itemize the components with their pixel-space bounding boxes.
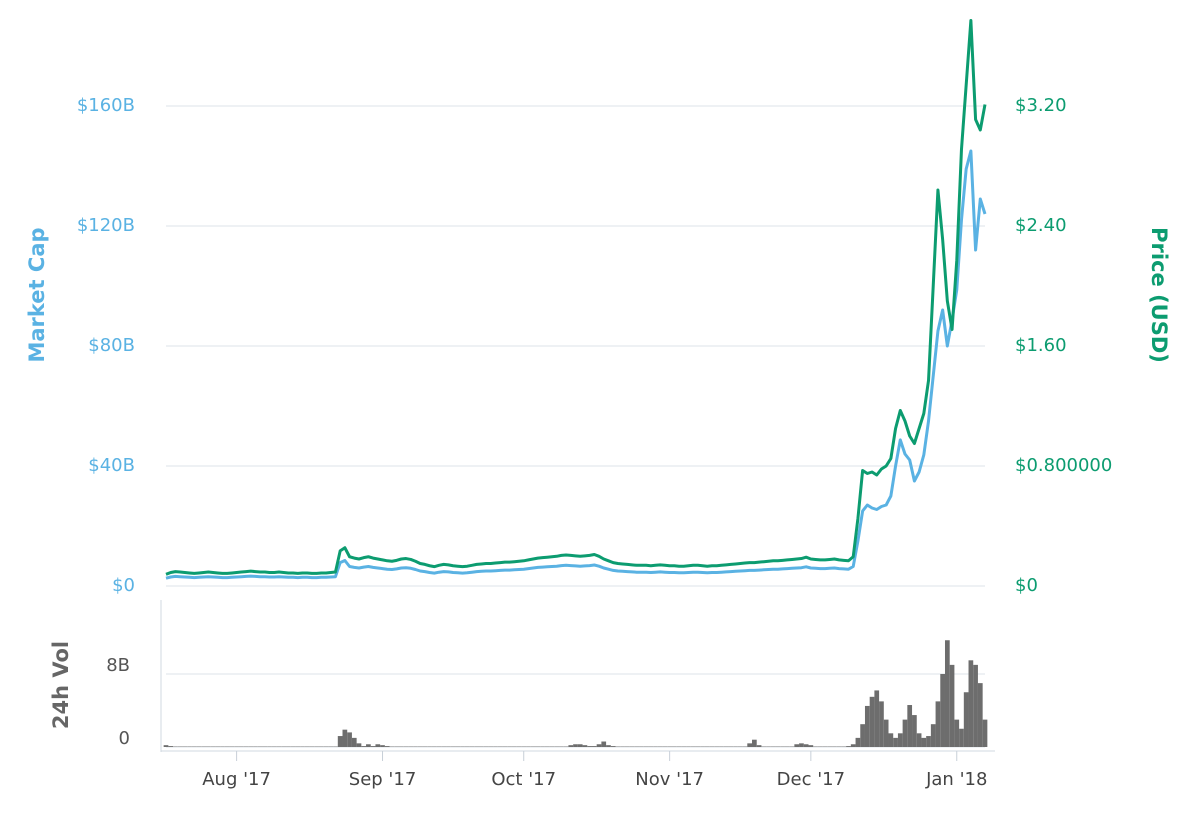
volume-bar [601,741,607,747]
volume-bar [356,743,362,747]
volume-bar [874,690,880,747]
y2-tick-label: $0 [1015,575,1038,596]
volume-bar [794,744,800,747]
series-line [165,19,987,576]
volume-bar [959,728,964,747]
volume-bar [888,733,894,747]
volume-bar [370,746,376,747]
volume-bar [907,705,913,747]
volume-bar [893,737,898,747]
volume-bar [968,660,974,747]
volume-bar [808,745,814,747]
volume-bar [380,745,385,747]
x-tick-label: Nov '17 [635,769,704,790]
y-tick-label: 8B [106,655,130,676]
y2-tick-label: $0.800000 [1015,455,1112,476]
volume-bar [347,732,352,747]
y2-tick-label: $1.60 [1015,335,1067,356]
volume-bar [803,744,809,747]
volume-bar [577,744,583,747]
volume-bar [846,746,851,747]
volume-bar [869,696,875,747]
y-axis-title: Market Cap [25,227,49,362]
volume-bar [582,745,588,747]
volume-bar [351,737,357,747]
y-tick-label: 0 [119,728,130,749]
volume-bar [587,746,592,747]
volume-bar [949,664,955,747]
x-tick-label: Dec '17 [777,769,845,790]
volume-bar [366,744,371,747]
volume-bar [982,719,988,747]
volume-bar [940,674,945,747]
volume-bar [591,746,597,747]
volume-bar [342,729,348,747]
volume-bar [883,719,889,747]
volume-bar [973,664,978,747]
volume-bar [752,739,757,747]
volume-bar [926,736,931,747]
volume-bar [606,745,611,747]
volume-bar [799,743,804,747]
x-tick-label: Oct '17 [491,769,556,790]
volume-bar [954,719,960,747]
volume-bar [963,692,969,747]
volume-bar [756,745,762,747]
volume-bar [568,745,574,747]
volume-bar [361,746,367,747]
volume-bar [935,701,941,747]
x-tick-label: Sep '17 [349,769,417,790]
series-line [165,149,987,580]
volume-bar [902,719,908,747]
volume-bar [944,640,950,747]
volume-bar [855,737,861,747]
y-tick-label: $0 [112,575,135,596]
volume-bar [897,733,903,747]
x-tick-label: Aug '17 [202,769,271,790]
volume-bar [864,705,870,747]
y-tick-label: $80B [88,335,135,356]
y2-tick-label: $2.40 [1015,215,1067,236]
volume-bar [168,746,174,747]
y-tick-label: $40B [88,455,135,476]
volume-bar [916,733,922,747]
y-tick-label: $160B [77,95,135,116]
volume-bar [977,683,983,747]
volume-bar [879,701,884,747]
volume-axis-title: 24h Vol [49,641,73,729]
volume-bar [747,743,753,747]
volume-bar [573,744,578,747]
y2-tick-label: $3.20 [1015,95,1067,116]
volume-bar [375,744,381,747]
volume-bar [384,746,390,747]
volume-bar [596,744,602,747]
y-tick-label: $120B [77,215,135,236]
y2-axis-title: Price (USD) [1147,227,1171,363]
volume-bar [610,746,616,747]
volume-bar [163,745,169,747]
volume-bar [860,724,865,747]
volume-bar [912,715,917,747]
x-tick-label: Jan '18 [925,769,987,790]
volume-bar [930,724,936,747]
volume-bar [337,736,343,747]
volume-bar [921,737,927,747]
volume-bar [850,744,856,747]
